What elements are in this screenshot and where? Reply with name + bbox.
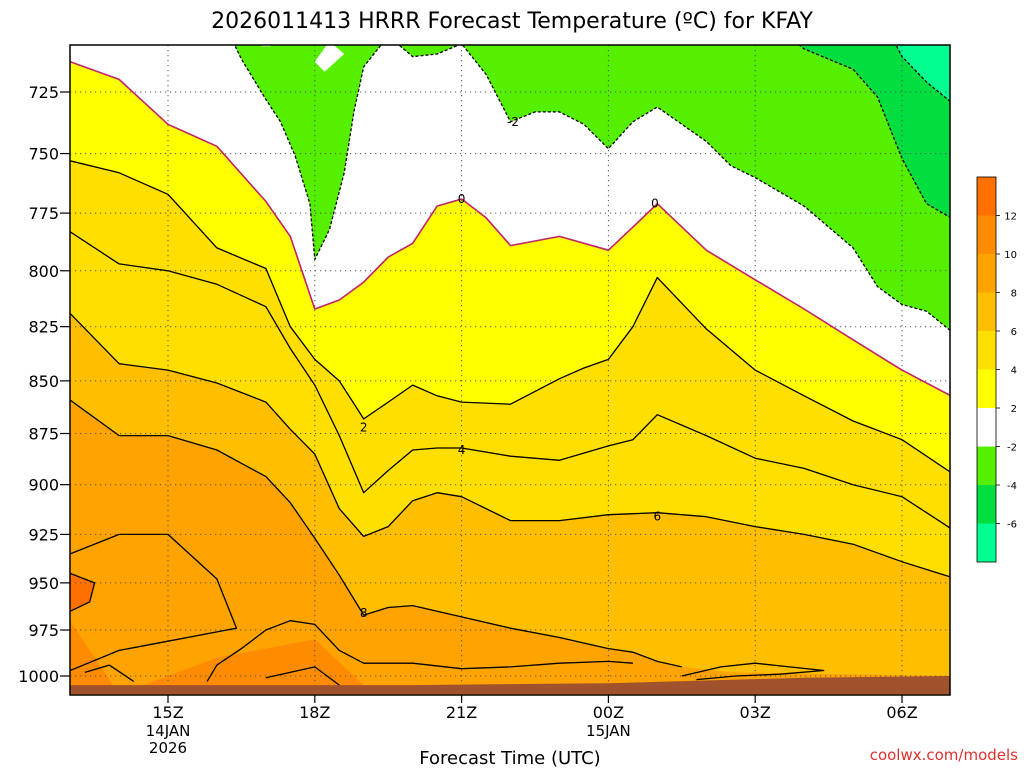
contour-minus2-line: [233, 45, 950, 332]
legend-label: 6: [1011, 327, 1017, 338]
legend-label: 8: [1011, 289, 1017, 300]
y-tick-label: 925: [28, 525, 59, 544]
contour-right-small-line: [681, 662, 825, 681]
contour-plus6-line: [70, 312, 950, 578]
x-tick-label: 06Z: [886, 703, 917, 722]
y-tick-label: 800: [28, 262, 59, 281]
contour-label: 2: [360, 420, 368, 434]
temperature-bands: [70, 45, 950, 695]
x-tick-label: 21Z: [446, 703, 477, 722]
y-tick-label: 950: [28, 574, 59, 593]
plot-area: -2 0 0 2 4 6 8: [70, 45, 950, 695]
legend-label: 4: [1011, 366, 1017, 377]
x-date-label: 15JAN: [586, 722, 631, 740]
legend-swatch: [977, 408, 996, 447]
legend-swatch: [977, 369, 996, 408]
contour-plus10-line: [70, 533, 238, 672]
contour-labels: -2 0 0 2 4 6 8: [360, 115, 662, 620]
contour-plus2-line: [70, 160, 950, 473]
legend-label: 2: [1011, 404, 1017, 415]
contour-lines: [70, 45, 950, 686]
legend-swatch: [977, 331, 996, 370]
y-tick-label: 975: [28, 621, 59, 640]
legend-swatch: [977, 292, 996, 331]
credit-link[interactable]: coolwx.com/models: [870, 746, 1018, 764]
legend-label: -4: [1007, 481, 1017, 492]
y-tick-label: 1000: [18, 667, 59, 686]
contour-plus12-lower-line: [265, 666, 340, 686]
contour-small-warm-line: [84, 664, 135, 682]
chart-title: 2026011413 HRRR Forecast Temperature (ºC…: [211, 9, 813, 34]
y-tick-label: 750: [28, 145, 59, 164]
x-axis-label: Forecast Time (UTC): [419, 748, 600, 768]
contour-zero-line: [70, 60, 950, 397]
hole-small-white-1: [314, 45, 345, 72]
legend-label: -2: [1007, 443, 1017, 454]
y-tick-label: 775: [28, 204, 59, 223]
contour-label: 6: [654, 510, 662, 524]
contour-minus4-line: [798, 45, 950, 219]
legend-label: 10: [1004, 250, 1017, 261]
legend-swatch: [977, 523, 996, 562]
contour-label: -2: [507, 115, 519, 129]
x-tick-label: 18Z: [299, 703, 330, 722]
y-tick-label: 725: [28, 83, 59, 102]
legend-swatch: [977, 254, 996, 293]
y-tick-label: 875: [28, 425, 59, 444]
ground-surface: [70, 676, 950, 695]
color-legend: 12 10 8 6 4 2 -2 -4 -6: [976, 176, 1017, 563]
contour-plus12-line: [70, 572, 96, 612]
region-cold-2: [234, 45, 950, 331]
contour-label: 8: [360, 606, 368, 620]
contour-plus10-lower-line: [206, 620, 633, 682]
x-tick-label: 03Z: [740, 703, 771, 722]
legend-swatch: [977, 446, 996, 485]
y-tick-label: 825: [28, 318, 59, 337]
contour-plus8-line: [70, 399, 682, 668]
legend-label: 12: [1004, 212, 1017, 223]
x-date-label: 14JAN: [146, 722, 191, 740]
y-tick-label: 900: [28, 476, 59, 495]
region-cold-4: [799, 45, 950, 218]
contour-plus4-line: [70, 231, 950, 529]
plot-frame: [69, 44, 951, 696]
legend-swatch: [977, 485, 996, 524]
x-tick-label: 15Z: [152, 703, 183, 722]
legend-swatch: [977, 215, 996, 254]
y-tick-label: 850: [28, 372, 59, 391]
contour-minus6-line: [895, 45, 950, 103]
x-date-label: 2026: [149, 739, 187, 757]
contour-label: 0: [651, 197, 659, 211]
legend-label: -6: [1007, 520, 1017, 531]
contour-label: 0: [458, 192, 466, 206]
legend-swatch: [977, 177, 996, 216]
region-cold-6: [895, 45, 950, 102]
y-axis-pressure: 725 750 775 800 825 850 875 900 925 950 975 1000: [18, 83, 70, 686]
x-tick-label: 00Z: [593, 703, 624, 722]
ground-fill: [70, 676, 950, 695]
contour-label: 4: [458, 443, 466, 457]
